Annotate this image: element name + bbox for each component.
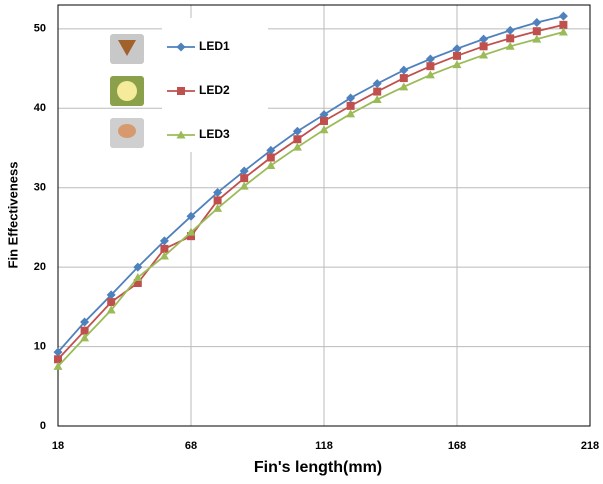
x-tick-label: 218 [581,440,599,452]
data-point [213,187,223,197]
data-point [399,82,409,91]
data-point [372,79,382,89]
legend-label: LED2 [199,83,230,97]
data-point [80,326,89,335]
data-point [346,109,356,118]
data-point [425,70,435,79]
data-point [80,333,90,342]
data-point [186,227,196,236]
data-point [106,290,116,300]
legend-marker [176,42,186,52]
series-line [57,31,564,368]
data-point [532,27,541,36]
data-point [479,42,488,51]
data-point [239,166,249,176]
y-tick-label: 30 [34,182,46,194]
legend-marker [177,87,185,95]
data-point [559,20,568,29]
data-point [53,361,63,370]
data-point [558,27,568,36]
data-point [319,125,329,134]
data-point [505,41,515,50]
x-tick-label: 68 [185,440,197,452]
data-point [133,262,143,272]
data-point [133,272,143,281]
data-point [107,298,116,307]
data-point [159,251,169,260]
data-point [266,153,275,162]
legend-box [162,18,268,152]
data-point [239,181,249,190]
data-point [479,34,489,44]
legend-label: LED1 [199,39,230,53]
y-tick-label: 50 [34,23,46,35]
data-point [80,317,90,327]
data-point [372,95,382,104]
data-point [266,160,276,169]
series-line [57,23,564,360]
data-point [532,34,542,43]
legend-marker [176,130,186,139]
data-point [532,17,542,27]
y-axis-label: Fin Effectiveness [5,162,20,269]
data-point [425,54,435,64]
data-point [106,305,116,314]
plot-frame [57,4,591,427]
series-line [57,15,564,353]
legend-label: LED3 [199,127,230,141]
data-point [479,50,489,59]
data-point [133,279,142,288]
led-icons [110,34,144,148]
data-point [160,244,169,253]
data-point [54,355,62,364]
data-point [506,34,515,43]
data-point [399,65,409,75]
data-point [346,101,355,110]
y-tick-label: 10 [34,340,46,352]
data-point [186,211,196,221]
data-point [53,347,63,357]
x-axis-label: Fin's length(mm) [254,459,382,476]
data-point [426,62,435,71]
x-tick-label: 18 [52,440,64,452]
data-point [187,232,195,241]
x-tick-label: 168 [448,440,466,452]
data-point [266,145,276,155]
data-point [240,174,249,183]
data-point [453,51,461,60]
data-point [346,93,356,103]
y-tick-label: 40 [34,102,46,114]
data-point [452,60,462,69]
y-tick-label: 20 [34,261,46,273]
data-point [159,236,169,246]
data-point [452,44,462,54]
y-tick-label: 0 [40,420,46,432]
data-point [319,110,329,120]
data-point [373,87,382,96]
data-point [558,11,568,21]
data-point [213,196,222,205]
data-point [399,74,408,83]
data-point [213,203,223,212]
data-point [292,142,302,151]
data-point [292,126,302,136]
data-point [320,116,328,125]
data-point [505,25,515,35]
x-tick-label: 118 [315,440,333,452]
data-point [293,135,302,144]
